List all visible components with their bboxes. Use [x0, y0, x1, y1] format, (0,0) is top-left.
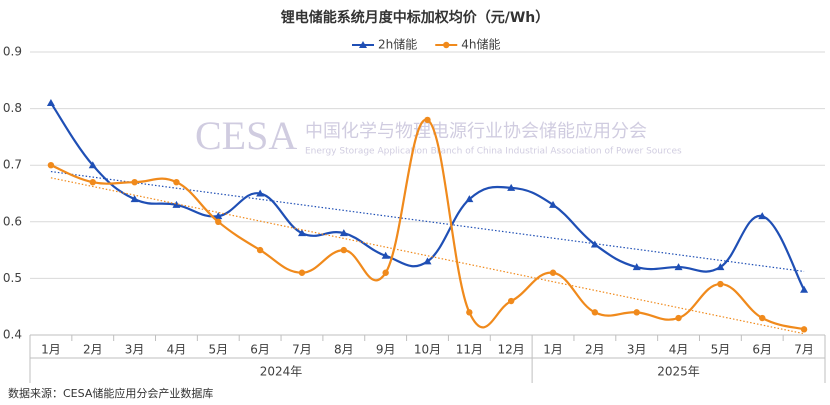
marker [675, 314, 682, 322]
watermark: CESA 中国化学与物理电源行业协会储能应用分会 Energy Storage … [195, 113, 682, 158]
marker [381, 251, 390, 259]
x-tick-label: 4月 [167, 343, 187, 357]
x-tick-label: 2月 [585, 343, 605, 357]
marker [382, 269, 389, 276]
marker [758, 212, 767, 220]
chart-title: 锂电储能系统月度中标加权均价（元/Wh） [281, 9, 550, 26]
x-tick-label: 3月 [627, 343, 647, 357]
x-tick-label: 7月 [794, 343, 814, 357]
y-tick-label: 0.5 [3, 271, 22, 285]
x-tick-label: 7月 [292, 343, 312, 357]
x-tick-label: 5月 [711, 343, 731, 357]
marker [800, 285, 809, 293]
trendline [50, 170, 805, 273]
marker [46, 98, 55, 106]
marker [131, 178, 138, 186]
marker [297, 229, 306, 237]
marker [507, 297, 515, 305]
marker [214, 212, 223, 220]
y-tick-label: 0.6 [3, 214, 22, 228]
marker [443, 41, 450, 49]
x-tick-label: 12月 [498, 343, 525, 357]
x-tick-label: 11月 [456, 343, 483, 357]
x-tick-label: 10月 [414, 343, 441, 357]
marker [215, 218, 222, 225]
legend: 2h储能 4h储能 [352, 37, 501, 52]
marker [674, 263, 683, 271]
marker [466, 309, 473, 316]
watermark-name: 中国化学与物理电源行业协会储能应用分会 [305, 121, 647, 142]
marker [717, 280, 724, 288]
marker [298, 269, 306, 276]
marker [549, 200, 558, 208]
x-tick-label: 3月 [125, 343, 145, 357]
x-tick-label: 1月 [41, 343, 61, 357]
marker [590, 240, 599, 248]
trendline [50, 177, 805, 335]
marker [591, 309, 599, 316]
x-tick-label: 8月 [334, 343, 354, 357]
marker [716, 263, 725, 271]
y-tick-label: 0.7 [3, 158, 22, 172]
marker [424, 116, 431, 124]
marker [89, 178, 96, 186]
marker [507, 183, 516, 191]
x-tick-label: 4月 [669, 343, 689, 357]
marker [130, 195, 139, 203]
x-tick-label: 2月 [83, 343, 103, 357]
marker [339, 229, 348, 237]
marker [173, 178, 180, 186]
marker [340, 246, 348, 254]
marker [800, 326, 808, 333]
x-tick-label: 6月 [752, 343, 772, 357]
watermark-logo: CESA [195, 113, 297, 158]
x-tick-label: 6月 [250, 343, 270, 357]
legend-label: 4h储能 [461, 37, 500, 52]
group-label: 2024年 [260, 365, 303, 379]
marker [632, 263, 641, 271]
source-note: 数据来源：CESA储能应用分会产业数据库 [8, 386, 213, 400]
marker [47, 162, 55, 169]
x-tick-label: 5月 [208, 343, 228, 357]
marker [88, 161, 97, 169]
y-tick-label: 0.4 [3, 328, 22, 342]
marker [359, 41, 367, 48]
marker [256, 189, 265, 197]
marker [465, 195, 474, 203]
marker [423, 257, 432, 265]
group-label: 2025年 [657, 365, 700, 379]
marker [633, 309, 640, 316]
marker [172, 200, 181, 208]
marker [549, 269, 557, 276]
legend-label: 2h储能 [378, 37, 417, 52]
y-tick-label: 0.8 [3, 101, 22, 115]
watermark-name-en: Energy Storage Application Branch of Chi… [305, 147, 682, 157]
y-tick-label: 0.9 [3, 45, 22, 59]
marker [256, 246, 264, 254]
x-tick-label: 1月 [543, 343, 563, 357]
marker [759, 314, 766, 322]
x-tick-label: 9月 [376, 343, 396, 357]
